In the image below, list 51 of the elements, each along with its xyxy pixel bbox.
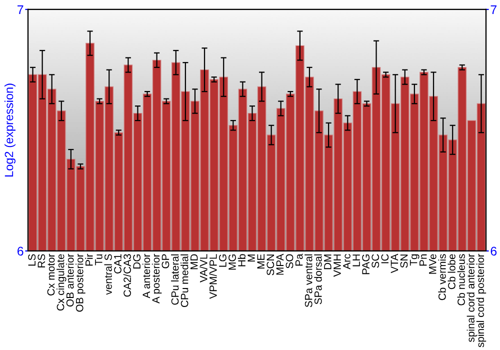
x-tick-label: OB anterior — [66, 254, 74, 306]
x-tick-label: SN — [400, 254, 408, 268]
x-tick-label: OB posterior — [76, 254, 86, 312]
x-tick-label: IC — [381, 254, 389, 264]
x-tick-label: M — [248, 254, 255, 262]
x-tick-label: LH — [352, 254, 360, 266]
x-tick-label: ME — [257, 254, 264, 268]
x-tick-label: A posterior — [152, 254, 162, 304]
x-tick-label: MVe — [429, 254, 436, 274]
x-tick-label: SC — [372, 254, 380, 268]
x-tick-label: VPM/VPL — [209, 254, 217, 299]
y2-tick-label: 7 — [490, 5, 496, 14]
x-tick-label: VTA — [390, 254, 398, 274]
x-tick-label: MD — [190, 254, 198, 270]
x-tick-label: Pn — [420, 254, 427, 266]
x-tick-label: Hb — [238, 254, 246, 266]
x-tick-label: Cx motor — [47, 254, 55, 296]
x-tick-label: Tg — [410, 254, 420, 266]
x-tick-label: DM — [324, 254, 332, 270]
x-tick-label: ventral S — [104, 254, 112, 295]
x-tick-label: VA/VL — [200, 254, 208, 282]
x-tick-label: Tu — [95, 254, 102, 266]
x-tick-label: CA1 — [114, 254, 122, 274]
x-tick-label: LG — [219, 254, 226, 267]
x-tick-label: SO — [286, 254, 294, 268]
x-tick-label: MG — [228, 254, 236, 270]
x-tick-label: Arc — [343, 254, 350, 270]
x-tick-label: SPa dorsal — [314, 254, 322, 304]
y2-tick-label: 6 — [490, 246, 497, 256]
x-tick-label: Cx cingulate — [56, 254, 66, 311]
x-tick-label: spinal cord anterior — [466, 254, 477, 342]
x-tick-label: spinal cord posterior — [476, 254, 486, 348]
x-tick-label: RS — [38, 254, 46, 268]
x-tick-label: CA2/CA3 — [123, 254, 131, 297]
x-tick-label: CPu medial — [180, 254, 188, 308]
x-tick-label: Pir — [85, 254, 93, 266]
x-tick-label: SPa ventral — [304, 254, 312, 308]
x-tick-label: MPA — [276, 254, 284, 275]
x-tick-label: SCN — [266, 254, 274, 276]
x-tick-label: Cb lobe — [448, 254, 456, 290]
x-tick-label: CPu lateral — [171, 254, 179, 305]
x-tick-label: Pa — [295, 254, 303, 266]
x-tick-label: PAG — [362, 254, 370, 274]
x-tick-label: DG — [133, 254, 141, 268]
x-tick-label: LS — [28, 254, 36, 266]
x-tick-label: A anterior — [142, 254, 150, 298]
x-tick-label: VMH — [334, 254, 341, 277]
y-axis-title: Log2 (expression) — [4, 84, 16, 176]
x-tick-label: Cb nucleus — [457, 254, 465, 306]
x-tick-label: Cb vermis — [438, 254, 446, 300]
x-tick-label: GP — [162, 254, 170, 268]
